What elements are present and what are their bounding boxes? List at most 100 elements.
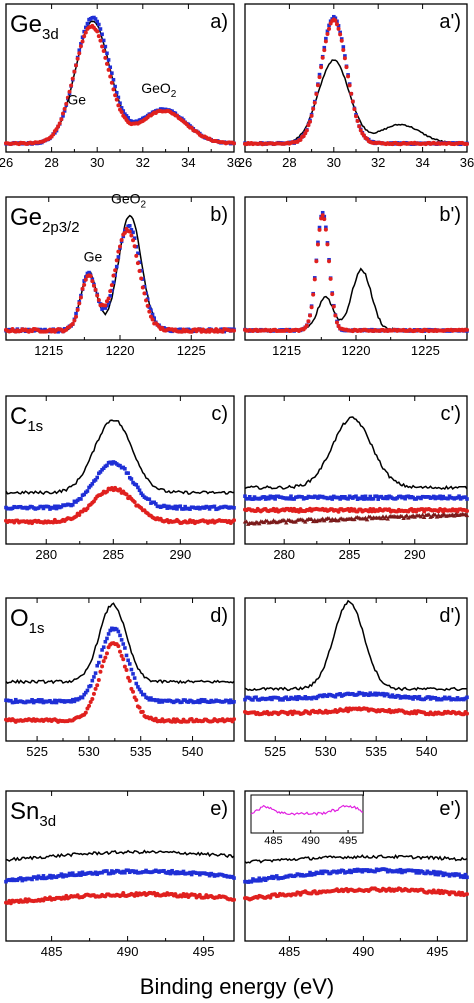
data-point [312, 872, 317, 877]
series-black [244, 416, 468, 491]
data-point [155, 698, 160, 702]
panel-c2: 280 285 290 c') [242, 395, 470, 562]
data-point [101, 645, 106, 649]
data-point [74, 314, 79, 319]
data-point [127, 229, 132, 234]
data-point [101, 466, 106, 470]
data-point [255, 879, 260, 883]
data-point [317, 225, 322, 230]
data-point [56, 329, 60, 334]
data-point [100, 44, 105, 49]
data-point [80, 286, 85, 291]
x-tick-label: 540 [182, 744, 204, 759]
x-tick-label: 290 [404, 547, 426, 562]
data-point [426, 512, 432, 517]
data-point [131, 672, 135, 676]
data-point [145, 297, 150, 302]
series-blue [4, 868, 236, 884]
x-tick-label: 525 [264, 744, 286, 759]
data-point [85, 21, 90, 26]
x-tick-label: 28 [282, 155, 296, 170]
core-level-label: O1s [10, 605, 45, 637]
data-point [465, 497, 469, 501]
data-point [98, 27, 103, 31]
data-point [341, 47, 346, 52]
data-point [106, 296, 111, 301]
data-point [49, 876, 54, 880]
data-point [306, 873, 311, 877]
data-point [149, 696, 153, 700]
data-point [61, 114, 65, 118]
x-tick-label: 540 [416, 744, 438, 759]
x-tick-label: 32 [371, 155, 385, 170]
data-point [136, 685, 140, 689]
data-point [137, 687, 142, 692]
data-point [90, 279, 95, 284]
data-point [249, 880, 254, 884]
data-point [84, 690, 88, 695]
x-tick-label: 530 [315, 744, 337, 759]
series-black [244, 599, 468, 692]
data-point [320, 871, 325, 876]
data-point [96, 678, 101, 683]
data-point [97, 22, 101, 27]
data-point [114, 627, 119, 632]
data-point [320, 210, 325, 215]
data-point [144, 298, 149, 303]
data-point [137, 268, 142, 273]
data-point [150, 317, 155, 322]
data-point [135, 261, 140, 266]
data-point [266, 496, 271, 501]
data-point [95, 475, 99, 480]
data-point [339, 38, 344, 43]
data-point [385, 692, 390, 697]
data-point [126, 116, 130, 120]
data-point [100, 32, 104, 37]
data-point [464, 513, 470, 518]
data-point [108, 871, 113, 876]
data-point [72, 69, 77, 74]
data-point [121, 642, 126, 646]
data-point [116, 644, 121, 649]
data-point [147, 497, 152, 502]
data-point [360, 494, 365, 499]
data-point [368, 494, 373, 499]
data-point [327, 259, 332, 264]
data-point [132, 676, 137, 680]
x-tick-label: 525 [26, 744, 48, 759]
data-point [74, 63, 79, 68]
x-tick-label: 535 [130, 744, 152, 759]
data-point [431, 869, 436, 874]
data-point [322, 217, 327, 222]
data-point [95, 19, 99, 24]
core-level-subscript: 1s [27, 418, 43, 435]
data-point [322, 48, 327, 53]
data-point [319, 869, 323, 874]
data-point [142, 692, 147, 697]
data-point [324, 36, 328, 41]
data-point [330, 292, 335, 297]
x-tick-label: 1220 [106, 343, 135, 358]
data-point [98, 38, 103, 43]
panel-label: e) [210, 798, 228, 820]
data-point [312, 100, 317, 105]
data-point [136, 485, 140, 490]
data-point [77, 513, 82, 518]
data-point [381, 691, 385, 696]
data-point [346, 497, 350, 501]
data-point [121, 657, 126, 662]
series-line [5, 602, 235, 685]
data-point [324, 225, 328, 230]
data-point [316, 240, 320, 245]
data-point [111, 273, 116, 278]
data-point [85, 506, 90, 511]
data-point [400, 870, 404, 875]
data-point [398, 867, 403, 872]
data-point [140, 709, 145, 714]
data-point [111, 87, 116, 92]
data-point [309, 113, 314, 118]
data-point [114, 258, 119, 263]
data-point [116, 249, 121, 254]
data-point [304, 128, 309, 133]
data-point [404, 513, 409, 518]
